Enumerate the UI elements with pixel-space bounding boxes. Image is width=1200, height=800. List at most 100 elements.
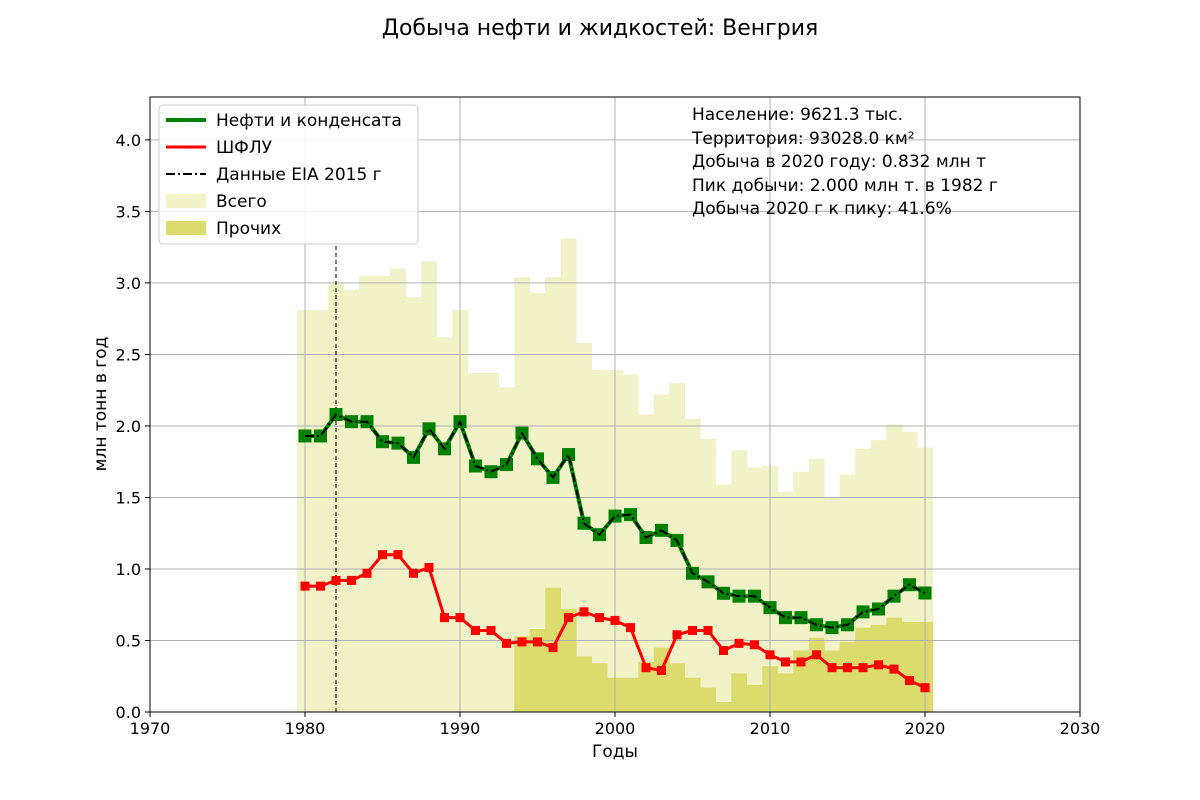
- total-bar: [390, 268, 407, 712]
- x-tick-label: 2010: [750, 719, 791, 738]
- series-marker: [920, 683, 930, 693]
- series-marker: [331, 575, 341, 585]
- other-bar: [622, 677, 639, 712]
- other-bar: [901, 621, 918, 712]
- series-marker: [889, 664, 899, 674]
- total-bar: [359, 275, 376, 712]
- chart-title: Добыча нефти и жидкостей: Венгрия: [382, 16, 818, 41]
- total-bar: [312, 310, 329, 712]
- y-tick-label: 0.0: [116, 703, 141, 722]
- series-marker: [779, 611, 792, 625]
- y-tick-label: 4.0: [116, 131, 141, 150]
- total-bar: [343, 290, 360, 712]
- x-tick-label: 1970: [130, 719, 171, 738]
- other-bar: [777, 673, 794, 712]
- other-bar: [684, 677, 701, 712]
- other-bar: [591, 663, 608, 712]
- other-bar: [808, 637, 825, 712]
- y-tick-label: 2.0: [116, 417, 141, 436]
- series-marker: [750, 640, 759, 650]
- series-marker: [918, 586, 932, 600]
- series-marker: [765, 650, 775, 660]
- legend-label-eia: Данные EIA 2015 г: [216, 165, 382, 185]
- total-bar: [483, 373, 500, 712]
- total-bar: [560, 238, 577, 712]
- info-box: Население: 9621.3 тыс. Территория: 93028…: [691, 105, 998, 219]
- legend-label-ngl: ШФЛУ: [216, 138, 273, 158]
- grid: [150, 97, 1080, 712]
- total-bar: [777, 491, 794, 712]
- series-marker: [424, 563, 434, 573]
- series-marker: [781, 657, 790, 667]
- series-marker: [376, 435, 389, 449]
- other-bar: [700, 687, 717, 712]
- series-line: [305, 413, 926, 629]
- other-bar: [514, 636, 531, 712]
- series-marker: [610, 615, 620, 625]
- legend-swatch-total: [166, 194, 206, 208]
- x-tick-label: 1980: [285, 719, 326, 738]
- series-marker: [641, 663, 651, 673]
- info-production-2020: Добыча в 2020 году: 0.832 млн т: [692, 152, 986, 172]
- total-bar: [638, 414, 655, 712]
- total-bar: [498, 387, 515, 712]
- y-ticks: 0.0 0.5 1.0 1.5 2.0 2.5 3.0 3.5 4.0: [116, 131, 150, 722]
- legend-label-oil: Нефти и конденсата: [216, 111, 402, 131]
- series-marker: [533, 637, 542, 647]
- total-bar: [653, 394, 670, 712]
- series-marker: [440, 613, 449, 623]
- total-bar: [669, 383, 686, 712]
- series-marker: [688, 625, 697, 635]
- legend-swatch-other: [166, 221, 206, 235]
- series-marker: [316, 581, 325, 591]
- info-ratio: Добыча 2020 г к пику: 41.6%: [692, 199, 952, 219]
- series-marker: [564, 613, 573, 623]
- series-marker: [314, 429, 327, 443]
- series-marker: [843, 663, 852, 673]
- other-bar: [746, 684, 763, 712]
- other-bar: [839, 641, 856, 712]
- total-bar: [467, 373, 484, 712]
- other-bar: [731, 673, 748, 712]
- series-marker: [579, 607, 589, 617]
- series-marker: [812, 650, 821, 660]
- series-marker: [796, 657, 806, 667]
- total-bar: [421, 261, 438, 712]
- series-marker: [378, 550, 387, 560]
- x-ticks: 1970 1980 1990 2000 2010 2020 2030: [130, 712, 1101, 738]
- series-marker: [874, 660, 883, 670]
- series-marker: [455, 613, 465, 623]
- y-tick-label: 3.0: [116, 274, 141, 293]
- x-axis-label: Годы: [592, 742, 638, 762]
- total-bar: [622, 374, 639, 712]
- series-marker: [734, 638, 744, 648]
- series-marker: [827, 663, 837, 673]
- x-tick-label: 2030: [1060, 719, 1101, 738]
- series-marker: [719, 646, 728, 655]
- series-lines: [298, 408, 932, 693]
- info-population: Население: 9621.3 тыс.: [692, 105, 903, 125]
- y-tick-label: 1.5: [116, 488, 141, 507]
- y-tick-label: 1.0: [116, 560, 141, 579]
- series-marker: [502, 638, 511, 648]
- info-peak: Пик добычи: 2.000 млн т. в 1982 г: [692, 176, 998, 196]
- series-marker: [300, 581, 310, 591]
- y-tick-label: 2.5: [116, 345, 141, 364]
- total-bar: [731, 450, 748, 712]
- other-bar: [576, 656, 593, 712]
- y-tick-label: 0.5: [116, 631, 141, 650]
- series-marker: [562, 448, 575, 462]
- legend-label-other: Прочих: [216, 219, 281, 239]
- total-bar: [514, 277, 531, 712]
- other-bar: [529, 629, 546, 712]
- series-marker: [905, 676, 914, 686]
- series-marker: [672, 630, 682, 640]
- other-bar: [715, 701, 732, 712]
- series-marker: [657, 666, 666, 676]
- series-marker: [393, 550, 403, 560]
- total-bar: [684, 418, 701, 712]
- series-marker: [362, 568, 372, 578]
- legend-label-total: Всего: [216, 192, 267, 212]
- series-marker: [471, 625, 480, 635]
